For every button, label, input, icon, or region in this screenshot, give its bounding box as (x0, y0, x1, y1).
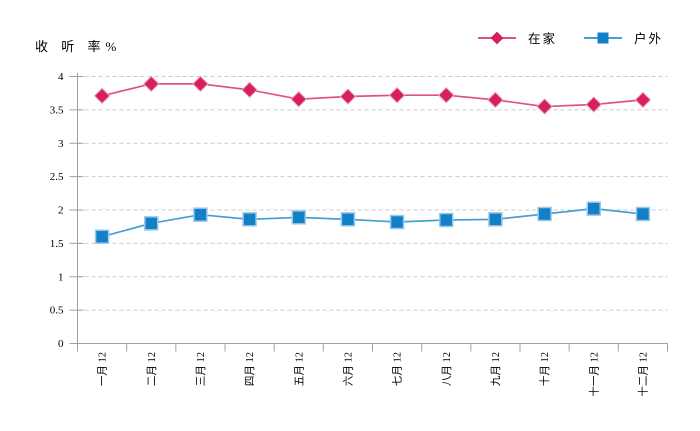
x-category-label: 二月 12 (146, 352, 158, 386)
x-category-label: 九月 12 (490, 352, 502, 386)
legend-label-home: 在家 (528, 32, 558, 46)
data-point-square (439, 212, 454, 228)
data-point-diamond (241, 81, 258, 99)
legend-label-outdoor: 户外 (634, 32, 664, 46)
data-point-square (340, 212, 356, 227)
x-category-label: 六月 12 (342, 352, 354, 386)
data-point-diamond (93, 87, 111, 105)
data-point-diamond (536, 98, 553, 115)
y-tick-label: 2 (58, 205, 64, 217)
y-axis-title: 收 听 率% (35, 39, 122, 54)
y-tick-label: 2.5 (50, 171, 64, 183)
data-point-square (291, 210, 306, 225)
data-point-diamond (339, 88, 357, 105)
y-tick-label: 1.5 (50, 238, 64, 250)
legend-item-home: 在家 (478, 28, 557, 47)
data-point-diamond (634, 91, 652, 109)
legend-line-outdoor (584, 32, 623, 43)
series-line-0 (101, 82, 643, 108)
x-category-label: 三月 12 (195, 352, 207, 386)
data-point-square (488, 212, 503, 227)
data-point-diamond (192, 75, 209, 93)
x-category-label: 五月 12 (293, 352, 305, 386)
data-point-diamond (388, 86, 406, 104)
data-point-square (242, 212, 257, 227)
y-tick-label: 0 (58, 338, 64, 350)
legend-item-outdoor: 户外 (584, 28, 663, 47)
x-category-label: 七月 12 (392, 352, 404, 386)
data-point-square (193, 207, 208, 222)
data-point-diamond (290, 90, 307, 108)
data-point-diamond (438, 86, 455, 104)
x-category-label: 四月 12 (244, 352, 256, 386)
data-point-diamond (143, 75, 160, 93)
data-point-square (635, 206, 651, 222)
legend-line-home (478, 31, 516, 44)
x-category-label: 一月 12 (97, 352, 109, 386)
legend: 在家 户外 (478, 28, 663, 47)
data-point-diamond (487, 91, 504, 109)
y-tick-label: 3 (58, 138, 64, 150)
y-tick-label: 4 (58, 71, 64, 83)
x-category-label: 十月 12 (538, 352, 551, 386)
data-point-square (586, 201, 601, 216)
x-category-label: 八月 12 (441, 352, 453, 386)
data-point-square (537, 206, 552, 222)
y-tick-label: 3.5 (50, 104, 64, 116)
square-marker-icon (597, 32, 609, 43)
data-point-square (389, 214, 405, 230)
data-point-square (94, 229, 110, 244)
data-point-diamond (585, 96, 602, 113)
y-tick-label: 0.5 (50, 305, 64, 317)
x-category-label: 十一月 12 (587, 352, 600, 397)
x-category-label: 十二月 12 (636, 352, 649, 397)
series-line-1 (101, 207, 644, 238)
y-tick-label: 1 (58, 271, 64, 283)
data-point-square (144, 216, 159, 231)
